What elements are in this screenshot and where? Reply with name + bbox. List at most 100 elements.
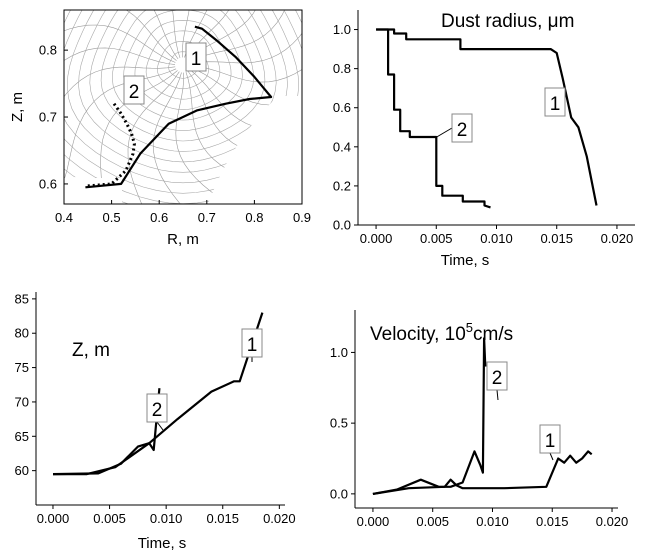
zt-series-2-line: [52, 388, 161, 476]
wall-region: [64, 177, 122, 204]
velocity-title: Velocity, 105cm/s: [370, 320, 513, 345]
rz-x-tick-label: 0.7: [198, 210, 216, 225]
rz-ticks: 0.4 0.5 0.6 0.7 0.8 0.9 0.6 0.7 0.8: [39, 43, 311, 225]
radius-label-2: 2: [451, 113, 473, 143]
mesh-line: [190, 65, 302, 83]
mesh-line: [64, 66, 176, 98]
zt-label-1-text: 1: [247, 335, 258, 356]
radius-x-axis-label: Time, s: [441, 252, 490, 269]
velocity-title-main: Velocity, 10: [370, 324, 466, 345]
velocity-y-tick-label: 1.0: [330, 345, 348, 360]
velocity-label-1: 1: [539, 424, 561, 454]
velocity-label-1-text: 1: [545, 431, 556, 452]
rz-series: [85, 25, 273, 189]
mesh-line: [64, 47, 176, 65]
zt-x-tick-label: 0.000: [37, 511, 70, 526]
radius-ticks: 0.000 0.005 0.010 0.015 0.020 0.0 0.2 0.4 0.6 0.8…: [333, 22, 633, 246]
velocity-x-tick-label: 0.015: [536, 514, 569, 529]
rz-y-axis-label: Z, m: [9, 92, 26, 122]
rz-label-2: 2: [123, 75, 145, 105]
rz-series-2-line: [87, 102, 136, 188]
mesh-line: [134, 20, 232, 111]
velocity-series: [372, 337, 593, 495]
velocity-label-2-text: 2: [492, 368, 503, 389]
radius-x-tick-label: 0.020: [601, 231, 634, 246]
velocity-series-2-line: [372, 337, 487, 495]
radius-label-2-text: 2: [457, 120, 468, 141]
zt-x-tick-label: 0.015: [206, 511, 239, 526]
radius-series: [376, 28, 598, 209]
panel-dust-radius: 0.000 0.005 0.010 0.015 0.020 0.0 0.2 0.4 0.6 0.8…: [333, 10, 635, 269]
rz-axes-frame: [63, 9, 303, 205]
zt-x-tick-label: 0.010: [150, 511, 183, 526]
velocity-x-tick-label: 0.000: [357, 514, 390, 529]
radius-series-2-line: [376, 28, 491, 209]
rz-series-1-line: [85, 25, 273, 189]
radius-x-tick-label: 0.015: [540, 231, 573, 246]
zt-label-1: 1: [241, 328, 263, 358]
mesh-line: [127, 71, 180, 204]
zt-y-tick-label: 80: [15, 326, 29, 341]
zt-y-tick-label: 75: [15, 360, 29, 375]
zt-x-tick-label: 0.005: [93, 511, 126, 526]
radius-y-tick-label: 0.6: [333, 100, 351, 115]
velocity-ticks: 0.000 0.005 0.010 0.015 0.020 0.0 0.5 1.0: [330, 345, 628, 529]
zt-x-axis-label: Time, s: [138, 535, 187, 552]
zt-label-2: 2: [146, 393, 168, 423]
label-leader-line: [549, 452, 554, 461]
radius-label-1: 1: [544, 87, 566, 117]
zt-y-tick-label: 60: [15, 463, 29, 478]
rz-mesh-grid: [64, 10, 302, 204]
velocity-label-2: 2: [486, 361, 508, 391]
mesh-line: [100, 70, 178, 204]
velocity-title-unit: cm/s: [473, 324, 513, 345]
rz-y-tick-label: 0.6: [39, 176, 57, 191]
mesh-line: [125, 10, 177, 61]
velocity-x-tick-label: 0.005: [416, 514, 449, 529]
radius-x-tick-label: 0.000: [360, 231, 393, 246]
mesh-line: [186, 10, 230, 59]
mesh-line: [153, 10, 179, 60]
label-leader-line: [434, 127, 453, 139]
rz-y-tick-label: 0.8: [39, 43, 57, 58]
rz-x-axis-label: R, m: [167, 231, 199, 248]
radius-x-tick-label: 0.005: [420, 231, 453, 246]
rz-x-tick-label: 0.9: [293, 210, 311, 225]
panel-z-vs-time: 0.000 0.005 0.010 0.015 0.020 60 65 70 75 80 85 Z,…: [15, 291, 296, 552]
radius-x-tick-label: 0.010: [480, 231, 513, 246]
velocity-y-tick-label: 0.0: [330, 486, 348, 501]
radius-series-1-line: [376, 28, 598, 206]
mesh-line: [172, 10, 181, 58]
rz-x-tick-label: 0.8: [245, 210, 263, 225]
mesh-line: [89, 10, 277, 152]
zt-y-tick-label: 85: [15, 291, 29, 306]
mesh-line: [182, 10, 190, 58]
radius-y-tick-label: 1.0: [333, 22, 351, 37]
radius-y-tick-label: 0.4: [333, 139, 351, 154]
panel-velocity: 0.000 0.005 0.010 0.015 0.020 0.0 0.5 1.0 Veloc…: [330, 310, 628, 529]
rz-label-1: 1: [185, 42, 207, 72]
zt-x-tick-label: 0.020: [263, 511, 296, 526]
velocity-y-tick-label: 0.5: [330, 416, 348, 431]
label-leader-line: [156, 421, 164, 431]
mesh-line: [184, 10, 208, 58]
mesh-line: [145, 30, 221, 100]
velocity-title-superscript: 5: [466, 320, 473, 335]
radius-title: Dust radius, μm: [441, 11, 574, 32]
radius-y-tick-label: 0.8: [333, 61, 351, 76]
zt-label-2-text: 2: [152, 400, 163, 421]
velocity-x-tick-label: 0.020: [596, 514, 629, 529]
zt-series: [52, 312, 264, 476]
mesh-line: [64, 182, 302, 204]
zt-title: Z, m: [72, 340, 110, 361]
zt-ticks: 0.000 0.005 0.010 0.015 0.020 60 65 70 75 80 85: [15, 291, 296, 526]
mesh-line: [100, 10, 266, 142]
panel-rz-trajectory: 0.4 0.5 0.6 0.7 0.8 0.90.60.70.8 R, m Z, m 1 …: [9, 9, 311, 248]
mesh-line: [123, 10, 243, 121]
zt-y-tick-label: 65: [15, 429, 29, 444]
rz-x-tick-label: 0.6: [150, 210, 168, 225]
mesh-line: [111, 10, 255, 131]
rz-x-tick-label: 0.4: [55, 210, 73, 225]
radius-y-tick-label: 0.2: [333, 178, 351, 193]
